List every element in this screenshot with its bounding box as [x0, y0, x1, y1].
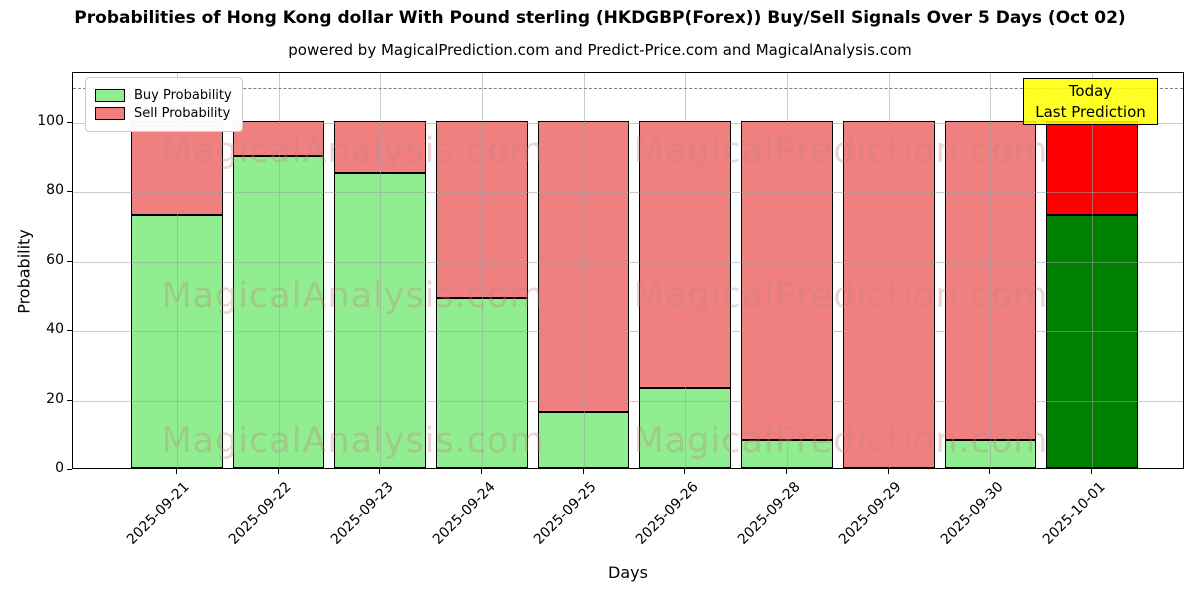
y-axis-label: Probability: [14, 229, 34, 314]
x-tick-mark: [175, 469, 177, 474]
x-tick-mark: [480, 469, 482, 474]
x-tick-label: 2025-09-25: [531, 479, 600, 548]
y-gridline: [73, 400, 1183, 402]
legend-item: Sell Probability: [95, 106, 232, 121]
x-gridline: [990, 73, 992, 468]
annotation-line: Last Prediction: [1035, 102, 1146, 121]
y-tick-mark: [67, 191, 72, 193]
y-gridline: [73, 192, 1183, 194]
y-gridline: [73, 261, 1183, 263]
x-gridline: [278, 73, 280, 468]
watermark-left: MagicalAnalysis.com: [161, 276, 545, 316]
x-tick-mark: [582, 469, 584, 474]
plot-area: Buy Probability Sell Probability Today Las…: [72, 72, 1184, 469]
watermark-left: MagicalAnalysis.com: [161, 421, 545, 461]
x-tick-label: 2025-09-24: [429, 479, 499, 548]
legend-item: Buy Probability: [95, 88, 232, 103]
x-tick-mark: [887, 469, 889, 474]
chart-subtitle: powered by MagicalPrediction.com and Pre…: [288, 41, 912, 59]
y-tick-mark: [67, 330, 72, 332]
x-gridline: [787, 73, 788, 468]
chart-title: Probabilities of Hong Kong dollar With P…: [74, 8, 1126, 28]
today-annotation: Today Last Prediction: [1023, 78, 1158, 125]
legend: Buy Probability Sell Probability: [85, 77, 243, 132]
y-tick-label: 80: [46, 182, 64, 199]
x-axis-label: Days: [608, 563, 648, 582]
x-tick-mark: [684, 469, 686, 474]
x-gridline: [583, 73, 585, 468]
threshold-dashed-line: [73, 88, 1183, 90]
sell-bar-segment: [232, 121, 325, 156]
buy-bar-segment: [232, 155, 325, 468]
x-gridline: [1092, 73, 1094, 468]
y-tick-label: 20: [46, 390, 64, 407]
watermark-right: MagicalPrediction.com: [633, 421, 1049, 461]
x-tick-label: 2025-09-23: [327, 479, 397, 548]
x-tick-mark: [1091, 469, 1093, 474]
legend-swatch-icon: [95, 89, 125, 102]
x-tick-mark: [379, 469, 381, 474]
buy-bar-segment: [741, 440, 833, 468]
watermark-right: MagicalPrediction.com: [633, 276, 1049, 316]
x-tick-mark: [786, 469, 787, 474]
x-gridline: [380, 73, 382, 468]
x-tick-mark: [989, 469, 991, 474]
x-gridline: [888, 73, 890, 468]
x-tick-label: 2025-09-22: [225, 479, 295, 548]
x-tick-label: 2025-10-01: [1039, 479, 1109, 548]
x-gridline: [481, 73, 483, 468]
x-tick-label: 2025-09-26: [632, 479, 702, 548]
y-tick-mark: [67, 121, 72, 123]
sell-bar-segment: [639, 120, 732, 389]
sell-bar-segment: [130, 120, 223, 215]
x-tick-mark: [277, 469, 279, 474]
legend-label: Sell Probability: [134, 106, 231, 121]
annotation-line: Today: [1068, 81, 1113, 100]
x-gridline: [685, 73, 687, 468]
y-tick-label: 60: [46, 251, 64, 268]
x-gridline: [176, 73, 178, 468]
x-tick-label: 2025-09-21: [124, 479, 194, 548]
legend-label: Buy Probability: [134, 88, 232, 103]
x-tick-label: 2025-09-29: [836, 479, 906, 548]
watermark-left: MagicalAnalysis.com: [161, 131, 545, 171]
y-tick-mark: [67, 469, 72, 470]
y-tick-mark: [67, 260, 72, 262]
legend-swatch-icon: [95, 107, 125, 120]
y-tick-mark: [67, 399, 72, 401]
x-tick-label: 2025-09-28: [734, 479, 804, 548]
y-tick-label: 0: [55, 460, 64, 476]
x-tick-label: 2025-09-30: [937, 479, 1007, 548]
y-gridline: [73, 331, 1183, 333]
sell-bar-segment: [741, 120, 833, 441]
watermark-right: MagicalPrediction.com: [633, 131, 1049, 171]
y-tick-label: 100: [37, 112, 64, 129]
buy-bar-segment: [130, 214, 223, 468]
y-tick-label: 40: [46, 321, 64, 338]
y-gridline: [73, 122, 1183, 124]
